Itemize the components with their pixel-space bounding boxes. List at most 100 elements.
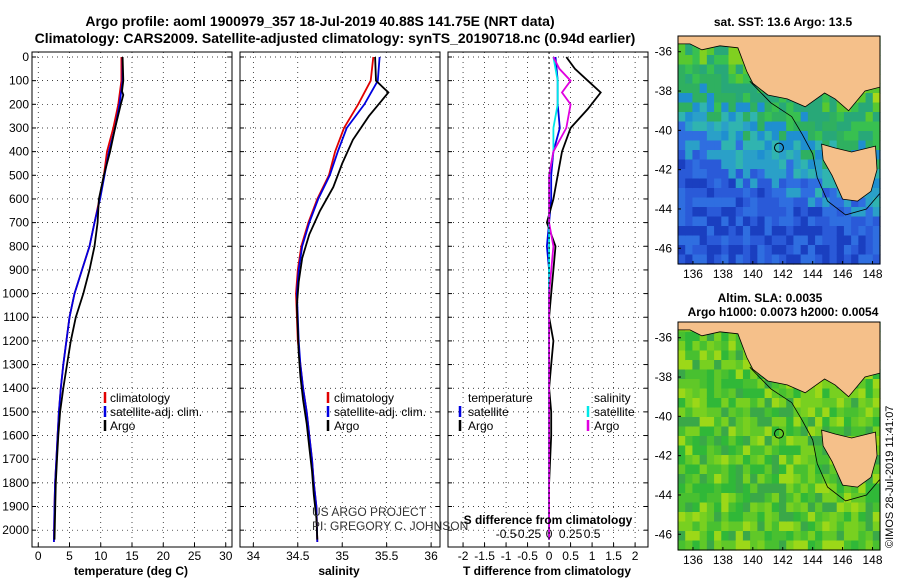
map-cell [714, 131, 722, 142]
map-cell [807, 121, 816, 132]
map-cell [714, 350, 722, 361]
map-cell [800, 102, 809, 113]
map-cell [699, 131, 708, 142]
land-mainland [677, 35, 881, 112]
map-cell [757, 169, 766, 180]
map-cell [800, 464, 809, 475]
map-cell [865, 235, 874, 246]
map-cell [807, 169, 816, 180]
depth-tick-label: 300 [9, 121, 29, 135]
map-cell [721, 341, 730, 352]
map-cell [750, 502, 758, 513]
map-cell [771, 521, 780, 532]
map-cell [699, 464, 708, 475]
map-cell [815, 216, 823, 227]
map-cell [685, 169, 694, 180]
map-cell [771, 178, 780, 189]
map-cell [750, 407, 758, 418]
map-cell [815, 407, 823, 418]
map-cell [872, 493, 881, 504]
s-tick-label: -0.5 [496, 527, 517, 541]
map-cell [742, 245, 751, 256]
map-cell [851, 235, 859, 246]
map-cell [764, 140, 773, 151]
map-lat-label: -40 [655, 123, 673, 137]
map-cell [764, 121, 773, 132]
map-cell [843, 226, 852, 237]
depth-tick-label: 100 [9, 74, 29, 88]
x-tick-label: 34.5 [286, 549, 310, 563]
map-cell [786, 112, 795, 123]
map-cell [779, 226, 787, 237]
map-cell [678, 102, 686, 113]
map-cell [815, 502, 823, 513]
map-cell [735, 102, 744, 113]
map-cell [800, 417, 809, 428]
map-lon-label: 146 [833, 553, 853, 567]
map-cell [692, 169, 701, 180]
map-cell [728, 436, 737, 447]
map-cell [786, 464, 795, 475]
map-lon-label: 136 [683, 267, 703, 281]
map-cell [822, 502, 831, 513]
map-cell [851, 102, 859, 113]
map-cell [678, 388, 686, 399]
map-cell [865, 521, 874, 532]
map-cell [735, 254, 744, 265]
map-cell [807, 216, 816, 227]
map-cell [706, 197, 715, 208]
map-cell [851, 407, 859, 418]
map-cell [851, 398, 859, 409]
map-cell [685, 474, 694, 485]
map-cell [706, 140, 715, 151]
map-cell [836, 521, 845, 532]
map-cell [851, 502, 859, 513]
map-cell [750, 216, 758, 227]
map-cell [685, 464, 694, 475]
map-cell [836, 102, 845, 113]
map-cell [807, 112, 816, 123]
map-cell [757, 407, 766, 418]
map-cell [786, 445, 795, 456]
map-cell [771, 121, 780, 132]
map-cell [699, 436, 708, 447]
map-cell [728, 235, 737, 246]
map-cell [858, 521, 867, 532]
map-cell [793, 521, 802, 532]
map-cell [714, 112, 722, 123]
map-cell [735, 445, 744, 456]
map-cell [779, 474, 787, 485]
map-cell [815, 226, 823, 237]
map-cell [829, 531, 838, 542]
map-cell [771, 531, 780, 542]
map-cell [771, 226, 780, 237]
argo-float-marker [774, 142, 784, 153]
map-cell [721, 188, 730, 199]
map-cell [779, 398, 787, 409]
map-cell [721, 360, 730, 371]
map-cell [685, 188, 694, 199]
map-cell [721, 331, 730, 342]
map-cell [714, 455, 722, 466]
depth-tick-label: 1700 [2, 452, 29, 466]
map-cell [750, 426, 758, 437]
legend-label: satellite-adj. clim. [110, 405, 202, 419]
map-cell [800, 521, 809, 532]
sst-map-title: sat. SST: 13.6 Argo: 13.5 [714, 15, 853, 29]
map-cell [865, 131, 874, 142]
map-cell [807, 531, 816, 542]
map-cell [829, 226, 838, 237]
map-cell [685, 502, 694, 513]
map-cell [829, 188, 838, 199]
map-cell [771, 379, 780, 390]
map-cell [771, 169, 780, 180]
map-cell [706, 93, 715, 104]
map-cell [721, 131, 730, 142]
map-cell [706, 445, 715, 456]
map-cell [800, 445, 809, 456]
map-cell [685, 398, 694, 409]
map-cell [706, 464, 715, 475]
map-cell [742, 531, 751, 542]
map-cell [735, 83, 744, 94]
